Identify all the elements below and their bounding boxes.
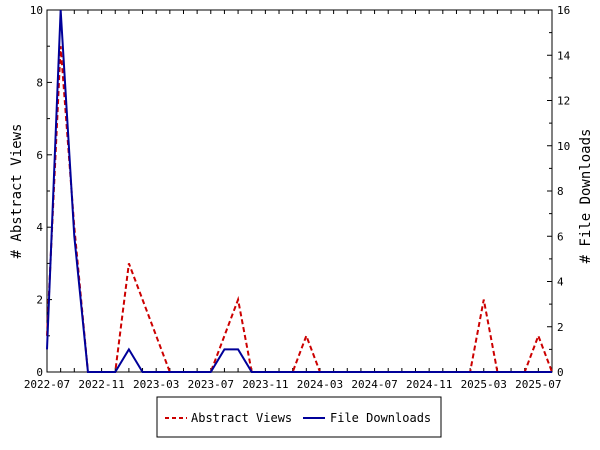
y-tick-label: 0: [36, 366, 43, 379]
series-line-abstract-views: [46, 46, 553, 373]
y2-tick-label: 6: [557, 230, 564, 243]
y-tick-label: 8: [36, 76, 43, 89]
series-line-file-downloads: [46, 9, 552, 373]
legend-box: [156, 396, 442, 438]
y2-tick-label: 10: [557, 140, 570, 153]
x-tick-label: 2024-11: [406, 378, 452, 391]
x-tick-label: 2023-11: [242, 378, 288, 391]
x-tick-label: 2023-07: [188, 378, 234, 391]
legend-label-file-downloads: File Downloads: [330, 411, 431, 425]
legend-label-abstract-views: Abstract Views: [191, 411, 292, 425]
y2-tick-label: 4: [557, 276, 564, 289]
x-tick-label: 2025-07: [515, 378, 561, 391]
x-tick-label: 2023-03: [133, 378, 179, 391]
y2-tick-label: 12: [557, 95, 570, 108]
y-tick-label: 6: [36, 149, 43, 162]
y2-axis-title: # File Downloads: [578, 129, 594, 264]
legend: Abstract Views File Downloads: [156, 396, 442, 438]
y2-tick-label: 2: [557, 321, 564, 334]
y-axis-title: # Abstract Views: [9, 124, 25, 259]
x-tick-label: 2024-07: [351, 378, 397, 391]
x-tick-label: 2022-07: [24, 378, 70, 391]
x-tick-label: 2022-11: [78, 378, 124, 391]
y-tick-label: 10: [30, 4, 43, 17]
y-tick-label: 2: [36, 294, 43, 307]
y-tick-label: 4: [36, 221, 43, 234]
y2-tick-label: 8: [557, 185, 564, 198]
y2-tick-label: 14: [557, 49, 571, 62]
y2-tick-label: 16: [557, 4, 570, 17]
y2-tick-label: 0: [557, 366, 564, 379]
x-tick-label: 2024-03: [297, 378, 343, 391]
x-tick-label: 2025-03: [461, 378, 507, 391]
